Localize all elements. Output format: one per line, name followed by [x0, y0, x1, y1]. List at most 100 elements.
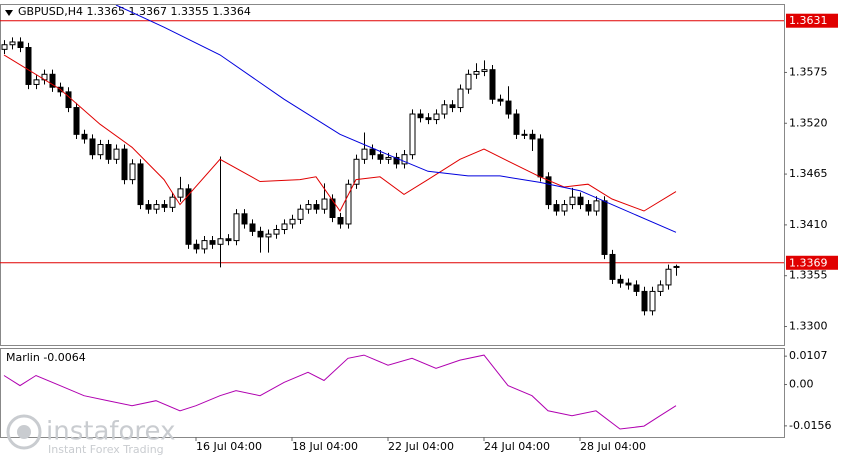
y-tick-label: 0.0107	[789, 349, 828, 362]
candle-body	[489, 69, 496, 100]
candle-body	[529, 133, 536, 140]
x-tick-label: 18 Jul 04:00	[292, 440, 358, 453]
candle-body	[513, 113, 520, 135]
y-tick-label: 1.3520	[789, 116, 828, 129]
x-tick-label: 22 Jul 04:00	[388, 440, 454, 453]
watermark: instaforex Instant Forex Trading	[6, 414, 175, 456]
candle-body	[553, 204, 560, 212]
candle-body	[217, 238, 224, 245]
candle-body	[625, 282, 632, 286]
candle-body	[129, 163, 136, 181]
candle-body	[97, 144, 104, 156]
candle-body	[297, 208, 304, 220]
candle-body	[145, 204, 152, 210]
candle-body	[17, 41, 24, 48]
candle-body	[505, 100, 512, 115]
candle-body	[281, 223, 288, 231]
candle-body	[649, 290, 656, 312]
candle-body	[105, 144, 112, 160]
candle-body	[121, 148, 128, 181]
menu-arrow[interactable]	[5, 10, 13, 16]
candle-body	[425, 117, 432, 121]
y-tick-label: -0.0156	[789, 419, 831, 432]
candle-body	[617, 278, 624, 284]
indicator-line	[3, 354, 677, 430]
watermark-brand: instaforex	[46, 417, 175, 447]
candle-body	[585, 204, 592, 212]
watermark-tagline: Instant Forex Trading	[48, 443, 164, 456]
candle-body	[385, 156, 392, 160]
candle-body	[521, 133, 528, 136]
candle-body	[457, 88, 464, 109]
y-tick-label: 1.3300	[789, 320, 828, 333]
candle-body	[1, 44, 8, 50]
candle-body	[249, 223, 256, 232]
candle-body	[9, 41, 16, 46]
candle-body	[321, 198, 328, 210]
x-tick-label: 16 Jul 04:00	[196, 440, 262, 453]
candle-body	[329, 198, 336, 219]
candle-body	[313, 204, 320, 210]
candle-body	[417, 113, 424, 119]
candle-body	[393, 156, 400, 165]
candle-body	[337, 217, 344, 225]
indicator-line	[3, 54, 677, 212]
candle-body	[233, 213, 240, 242]
candle-body	[601, 200, 608, 255]
y-tick-label: 1.3465	[789, 167, 828, 180]
y-tick-label: 1.3575	[789, 65, 828, 78]
candle-body	[185, 188, 192, 245]
candle-body	[561, 204, 568, 212]
candle-body	[497, 98, 504, 102]
candle-body	[657, 284, 664, 292]
candle-body	[169, 196, 176, 208]
candle-body	[609, 253, 616, 280]
candle-body	[473, 71, 480, 75]
candle-body	[673, 265, 680, 268]
candle-body	[225, 238, 232, 242]
candle-body	[633, 284, 640, 292]
candle-body	[177, 188, 184, 198]
indicator-title: Marlin -0.0064	[6, 351, 86, 364]
candle-body	[33, 79, 40, 85]
level-label-box	[786, 13, 838, 28]
candle-body	[433, 113, 440, 121]
watermark-logo-core	[17, 425, 31, 439]
candle-body	[289, 218, 296, 225]
candle-body	[369, 148, 376, 156]
watermark-logo	[6, 414, 42, 450]
candle-body	[593, 200, 600, 212]
candle-body	[537, 138, 544, 178]
candle-body	[353, 158, 360, 185]
candle-body	[81, 133, 88, 140]
candle-body	[65, 91, 72, 109]
candle-body	[569, 196, 576, 206]
level-label: 1.3369	[789, 256, 828, 269]
candle-body	[257, 230, 264, 238]
candle-body	[193, 243, 200, 250]
candle-body	[465, 73, 472, 90]
candle-body	[201, 240, 208, 250]
indicator-line	[115, 5, 677, 233]
x-tick-label: 24 Jul 04:00	[484, 440, 550, 453]
candle-body	[153, 204, 160, 210]
candle-body	[113, 148, 120, 160]
candle-body	[665, 268, 672, 286]
candle-body	[273, 229, 280, 235]
candle-body	[377, 154, 384, 160]
candle-body	[345, 183, 352, 225]
x-tick-label: 28 Jul 04:00	[580, 440, 646, 453]
candle-body	[25, 47, 32, 85]
indicator-frame	[0, 348, 785, 438]
main-frame	[0, 4, 785, 346]
level-label-box	[786, 255, 838, 270]
candle-body	[545, 176, 552, 206]
candle-body	[241, 213, 248, 225]
candle-body	[441, 104, 448, 115]
candle-body	[409, 113, 416, 156]
candle-body	[401, 154, 408, 165]
candle-body	[137, 163, 144, 206]
candle-body	[209, 240, 216, 245]
candle-body	[641, 290, 648, 312]
